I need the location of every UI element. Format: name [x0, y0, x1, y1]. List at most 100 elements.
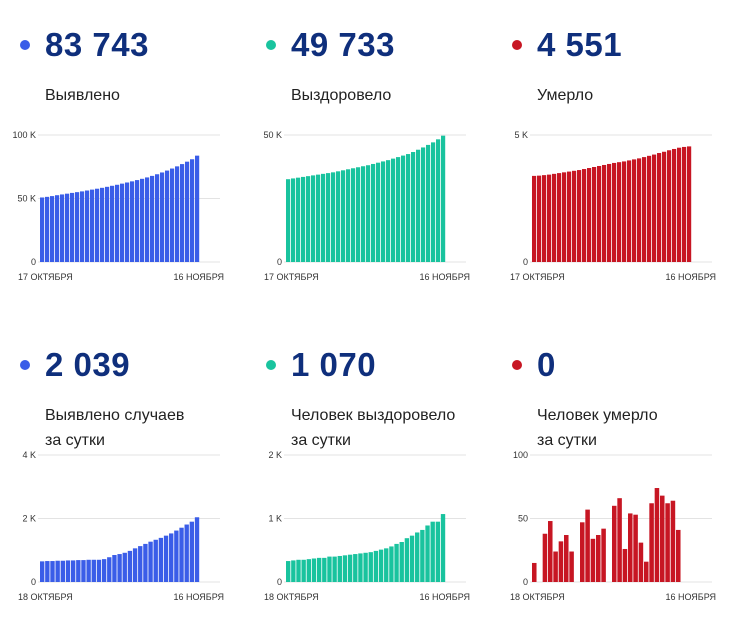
y-tick-label: 50 K [263, 130, 282, 140]
bar [376, 162, 381, 262]
bar [135, 180, 140, 262]
bar [602, 164, 607, 262]
bar [327, 556, 332, 582]
bar [179, 527, 184, 582]
bar [86, 559, 91, 582]
bar [607, 163, 612, 262]
y-tick-label: 1 K [268, 514, 282, 524]
bar [391, 158, 396, 262]
bar [436, 139, 441, 262]
bar [306, 559, 312, 582]
bar [649, 503, 654, 582]
bar [76, 560, 81, 582]
bar [194, 517, 200, 582]
bar [677, 147, 682, 262]
bar [342, 555, 348, 582]
bar [127, 550, 133, 582]
bar [301, 559, 306, 582]
bar [363, 552, 368, 582]
bar [617, 162, 622, 262]
bar [175, 166, 180, 262]
bar [311, 558, 317, 582]
bar [441, 135, 446, 262]
bar [195, 155, 200, 262]
stat-label: Умерло [537, 83, 593, 108]
bar [394, 543, 399, 582]
bar [130, 181, 135, 262]
bar [396, 157, 401, 262]
x-end-label: 16 НОЯБРЯ [665, 272, 716, 282]
bar [665, 503, 670, 582]
bar [40, 561, 45, 582]
stat-label: Человек умерло за сутки [537, 403, 658, 453]
bar [291, 178, 296, 262]
bar [401, 155, 406, 262]
bar [70, 192, 75, 262]
bar [440, 514, 446, 582]
bar [416, 149, 421, 262]
bar [404, 538, 410, 582]
bar [612, 162, 617, 262]
bar [55, 195, 60, 262]
bar [115, 184, 120, 262]
bar [567, 171, 572, 262]
bar [409, 535, 415, 582]
bar [564, 535, 569, 582]
y-tick-label: 5 K [514, 130, 528, 140]
bar [361, 166, 366, 262]
bar [60, 194, 65, 262]
bar [117, 554, 122, 582]
bar [55, 560, 60, 582]
stat-label-line: Выявлено [45, 87, 120, 104]
bar [532, 562, 537, 582]
panel-deaths-total: 4 551 Умерло 0 5 K 17 ОКТЯБРЯ 16 НОЯБРЯ [492, 0, 738, 310]
legend-dot-icon [266, 40, 276, 50]
bar [286, 561, 291, 582]
bar [153, 539, 158, 582]
bar [430, 521, 435, 582]
bar [326, 173, 331, 262]
y-tick-label: 0 [277, 577, 282, 587]
bar [45, 196, 50, 262]
bar [552, 173, 557, 262]
x-end-label: 16 НОЯБРЯ [419, 592, 470, 602]
bar [577, 170, 582, 262]
bar [50, 561, 55, 582]
bar [647, 155, 652, 262]
bar [81, 560, 86, 582]
bar [637, 158, 642, 262]
bar [596, 535, 601, 582]
bar [384, 548, 389, 582]
y-tick-label: 100 K [12, 130, 36, 140]
bar [170, 168, 175, 262]
y-tick-label: 0 [523, 577, 528, 587]
bar [399, 542, 404, 582]
bar [558, 541, 564, 582]
x-start-label: 18 ОКТЯБРЯ [18, 592, 73, 602]
bar-chart: 0 5 K 17 ОКТЯБРЯ 16 НОЯБРЯ [510, 130, 716, 282]
y-tick-label: 2 K [22, 514, 36, 524]
bar [65, 560, 71, 582]
bar [547, 174, 552, 262]
bar [632, 159, 637, 262]
bar [687, 146, 692, 262]
bar [537, 175, 542, 262]
stat-value: 1 070 [291, 346, 377, 383]
stat-label-line: за сутки [537, 432, 597, 449]
legend-dot-icon [512, 40, 522, 50]
bar [189, 521, 195, 582]
bar [642, 157, 647, 262]
bar [582, 169, 587, 262]
bar [145, 177, 150, 262]
bar [622, 548, 628, 582]
stat-label: Выявлено [45, 83, 120, 108]
stat-value: 83 743 [45, 26, 149, 63]
bar [371, 163, 376, 262]
bar [296, 177, 301, 262]
x-start-label: 17 ОКТЯБРЯ [18, 272, 73, 282]
bar [389, 546, 394, 582]
bar [638, 542, 644, 582]
bar [321, 173, 326, 262]
bar [96, 559, 102, 582]
bar [337, 555, 342, 582]
